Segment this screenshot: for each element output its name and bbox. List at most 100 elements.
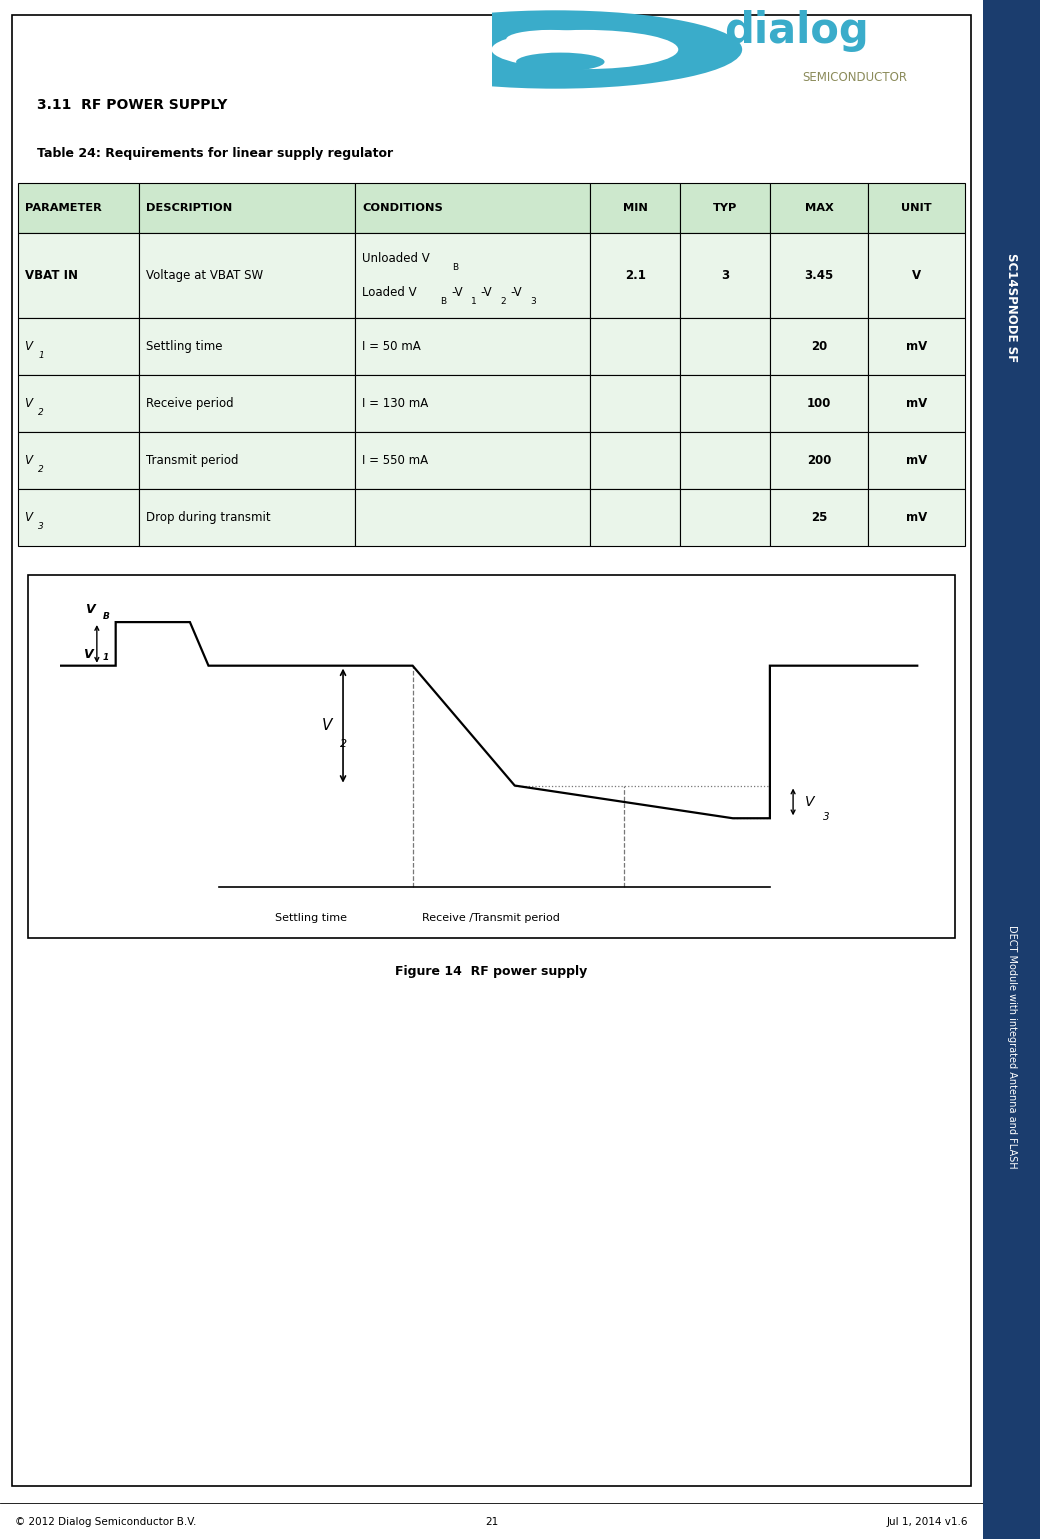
Text: SEMICONDUCTOR: SEMICONDUCTOR [803,71,908,83]
Bar [590,319,680,376]
Text: 3.11  RF POWER SUPPLY: 3.11 RF POWER SUPPLY [37,98,228,112]
Bar [590,183,680,232]
Bar [355,319,590,376]
Bar [590,376,680,432]
Bar [680,432,770,489]
Text: 2: 2 [340,739,347,748]
Text: Loaded V: Loaded V [362,286,417,299]
Bar [18,432,139,489]
Text: 2: 2 [38,408,44,417]
Text: Jul 1, 2014 v1.6: Jul 1, 2014 v1.6 [887,1517,968,1527]
Text: 2: 2 [38,465,44,474]
Text: PARAMETER: PARAMETER [25,203,101,212]
Text: MAX: MAX [805,203,833,212]
Text: 3: 3 [721,269,729,282]
Bar [590,432,680,489]
Bar [770,489,867,546]
Text: V: V [25,511,32,525]
Text: Voltage at VBAT SW: Voltage at VBAT SW [146,269,263,282]
Bar [18,489,139,546]
Text: 2: 2 [500,297,506,306]
Text: V: V [25,454,32,468]
Bar [139,489,355,546]
Bar [355,232,590,319]
Bar [770,376,867,432]
Text: -V: -V [480,286,493,299]
Text: I = 50 mA: I = 50 mA [362,340,420,354]
Text: 100: 100 [807,397,831,411]
Text: Settling time: Settling time [146,340,223,354]
Bar [355,376,590,432]
Bar [867,489,965,546]
Text: DECT Module with integrated Antenna and FLASH: DECT Module with integrated Antenna and … [1007,925,1016,1168]
Bar [18,183,139,232]
Bar [590,232,680,319]
Text: mV: mV [906,340,927,354]
Bar [867,376,965,432]
Text: VBAT IN: VBAT IN [25,269,78,282]
Bar [139,232,355,319]
Bar [139,319,355,376]
Text: mV: mV [906,397,927,411]
Text: V: V [85,603,95,616]
Text: V: V [912,269,921,282]
Text: Settling time: Settling time [275,913,346,923]
Bar [770,319,867,376]
Bar [867,183,965,232]
Bar [355,489,590,546]
Text: 3: 3 [530,297,536,306]
Text: B: B [452,263,459,272]
Bar [867,232,965,319]
Bar [770,232,867,319]
Circle shape [492,29,678,69]
Text: -V: -V [511,286,522,299]
Bar [680,376,770,432]
Text: Receive period: Receive period [146,397,234,411]
Text: Table 24: Requirements for linear supply regulator: Table 24: Requirements for linear supply… [37,146,393,160]
Bar [355,183,590,232]
Text: V: V [83,648,93,662]
Bar [139,376,355,432]
Bar [139,183,355,232]
Text: -V: -V [451,286,463,299]
Text: 1: 1 [103,653,109,662]
Circle shape [368,11,743,89]
Text: Figure 14  RF power supply: Figure 14 RF power supply [395,965,588,977]
Bar [18,232,139,319]
Bar [139,432,355,489]
Text: 3: 3 [823,813,829,822]
Text: 3.45: 3.45 [804,269,833,282]
Bar [590,489,680,546]
Bar [770,432,867,489]
Text: TYP: TYP [712,203,737,212]
Text: mV: mV [906,454,927,468]
Bar [27,576,956,939]
Text: © 2012 Dialog Semiconductor B.V.: © 2012 Dialog Semiconductor B.V. [15,1517,197,1527]
Bar [18,376,139,432]
Text: 1: 1 [471,297,476,306]
Bar [355,432,590,489]
Bar [867,432,965,489]
Text: B: B [103,611,109,620]
Circle shape [506,29,595,48]
Text: V: V [805,796,814,810]
Text: I = 550 mA: I = 550 mA [362,454,428,468]
Bar [770,183,867,232]
Text: 21: 21 [485,1517,498,1527]
Text: MIN: MIN [623,203,648,212]
Text: V: V [321,719,332,733]
Bar [680,232,770,319]
Text: 25: 25 [811,511,827,525]
Text: 20: 20 [811,340,827,354]
Bar [867,319,965,376]
Text: V: V [25,340,32,354]
Circle shape [516,52,604,71]
Text: DESCRIPTION: DESCRIPTION [146,203,232,212]
Text: 1: 1 [38,351,44,360]
Text: CONDITIONS: CONDITIONS [362,203,443,212]
Text: dialog: dialog [724,9,868,52]
Text: SC14SPNODE SF: SC14SPNODE SF [1005,254,1018,362]
Text: V: V [25,397,32,411]
Text: B: B [441,297,447,306]
Bar [680,183,770,232]
